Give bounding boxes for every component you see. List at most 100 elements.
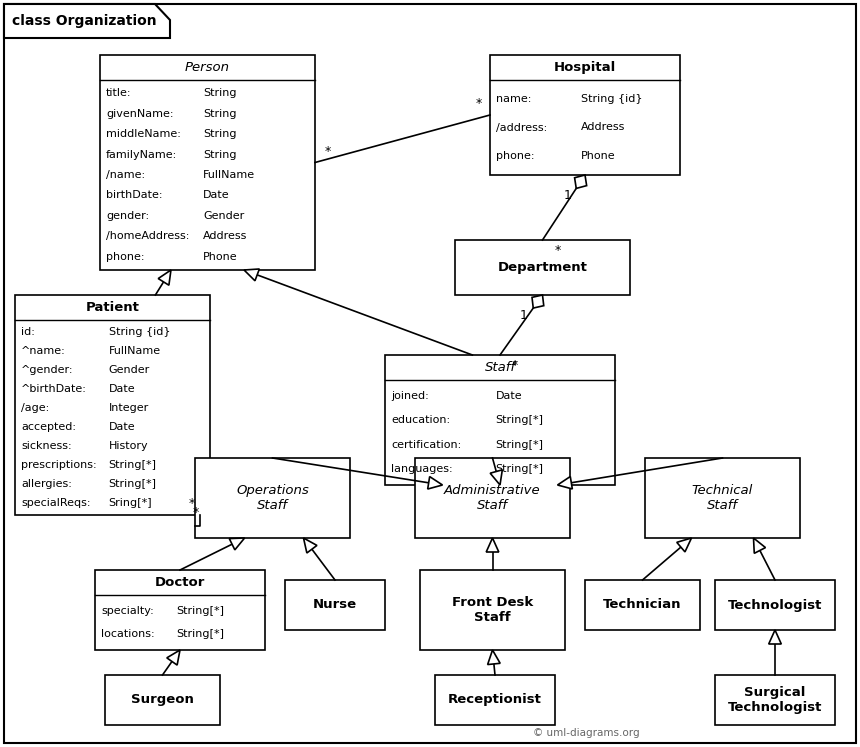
Text: familyName:: familyName: [106, 149, 177, 160]
Text: *: * [476, 97, 482, 110]
Bar [715, 580, 835, 630]
Text: String[*]: String[*] [108, 460, 157, 470]
Text: String: String [203, 109, 236, 119]
Bar [715, 675, 835, 725]
Text: Address: Address [203, 232, 248, 241]
Bar [105, 675, 220, 725]
Text: Patient: Patient [85, 301, 139, 314]
Text: ^name:: ^name: [21, 347, 65, 356]
Text: education:: education: [391, 415, 450, 425]
Text: /homeAddress:: /homeAddress: [106, 232, 189, 241]
Bar [285, 580, 385, 630]
Text: name:: name: [496, 93, 531, 104]
Bar [415, 458, 570, 538]
Text: Technician: Technician [603, 598, 682, 612]
Bar [420, 570, 565, 650]
Text: Phone: Phone [203, 252, 238, 261]
Bar [195, 458, 350, 538]
Bar [100, 55, 315, 270]
Text: title:: title: [106, 88, 132, 99]
Text: 1: 1 [563, 189, 571, 202]
Text: birthDate:: birthDate: [106, 190, 163, 200]
Text: languages:: languages: [391, 464, 452, 474]
Polygon shape [427, 477, 443, 489]
Polygon shape [230, 538, 244, 550]
Text: joined:: joined: [391, 391, 429, 401]
Text: Surgical
Technologist: Surgical Technologist [728, 686, 822, 714]
Text: Phone: Phone [581, 152, 616, 161]
Text: String[*]: String[*] [495, 464, 544, 474]
Bar [455, 240, 630, 295]
Polygon shape [488, 650, 501, 665]
Text: String[*]: String[*] [176, 606, 224, 616]
Text: © uml-diagrams.org: © uml-diagrams.org [533, 728, 640, 738]
Text: Nurse: Nurse [313, 598, 357, 612]
Text: middleName:: middleName: [106, 129, 181, 139]
Polygon shape [167, 650, 180, 665]
Text: Gender: Gender [108, 365, 150, 375]
Text: givenName:: givenName: [106, 109, 174, 119]
Text: Gender: Gender [203, 211, 244, 221]
Text: ^birthDate:: ^birthDate: [21, 384, 87, 394]
Text: ^gender:: ^gender: [21, 365, 73, 375]
Text: Technical
Staff: Technical Staff [692, 484, 753, 512]
Bar [385, 355, 615, 485]
Text: class Organization: class Organization [12, 14, 157, 28]
Text: String {id}: String {id} [108, 327, 170, 338]
Text: Date: Date [108, 422, 135, 432]
Text: Date: Date [108, 384, 135, 394]
Text: locations:: locations: [101, 630, 155, 639]
Polygon shape [677, 538, 691, 552]
Polygon shape [490, 470, 502, 485]
Bar [645, 458, 800, 538]
Polygon shape [769, 630, 781, 644]
Polygon shape [4, 4, 170, 38]
Text: Receptionist: Receptionist [448, 693, 542, 707]
Text: String[*]: String[*] [495, 440, 544, 450]
Text: Operations
Staff: Operations Staff [237, 484, 309, 512]
Text: String[*]: String[*] [495, 415, 544, 425]
Text: /name:: /name: [106, 170, 145, 180]
Text: Front Desk
Staff: Front Desk Staff [452, 596, 533, 624]
Bar [435, 675, 555, 725]
Bar [95, 570, 265, 650]
Text: Surgeon: Surgeon [131, 693, 194, 707]
Text: String[*]: String[*] [176, 630, 224, 639]
Text: Hospital: Hospital [554, 61, 616, 74]
Text: allergies:: allergies: [21, 479, 72, 489]
Polygon shape [574, 175, 587, 188]
Text: phone:: phone: [106, 252, 144, 261]
Text: /age:: /age: [21, 403, 49, 413]
Text: FullName: FullName [203, 170, 255, 180]
Text: *: * [555, 244, 561, 257]
Text: specialReqs:: specialReqs: [21, 498, 90, 508]
Bar [585, 580, 700, 630]
Text: Date: Date [203, 190, 230, 200]
Bar [15, 295, 210, 515]
Text: *: * [512, 359, 519, 372]
Bar [490, 55, 680, 175]
Text: specialty:: specialty: [101, 606, 154, 616]
Text: String: String [203, 129, 236, 139]
Text: Person: Person [185, 61, 230, 74]
Polygon shape [557, 477, 573, 489]
Polygon shape [244, 269, 260, 281]
Text: String[*]: String[*] [108, 479, 157, 489]
Text: accepted:: accepted: [21, 422, 76, 432]
Text: *: * [325, 144, 331, 158]
Polygon shape [753, 538, 765, 554]
Text: Administrative
Staff: Administrative Staff [444, 484, 541, 512]
Text: String: String [203, 88, 236, 99]
Text: 1: 1 [520, 309, 528, 322]
Text: String: String [203, 149, 236, 160]
Text: Date: Date [495, 391, 522, 401]
Text: Integer: Integer [108, 403, 149, 413]
Text: Staff: Staff [484, 361, 515, 374]
Polygon shape [486, 538, 499, 552]
Text: String {id}: String {id} [581, 93, 642, 104]
Polygon shape [304, 538, 317, 553]
Text: Sring[*]: Sring[*] [108, 498, 152, 508]
Text: /address:: /address: [496, 123, 547, 132]
Text: Doctor: Doctor [155, 576, 206, 589]
Text: prescriptions:: prescriptions: [21, 460, 96, 470]
